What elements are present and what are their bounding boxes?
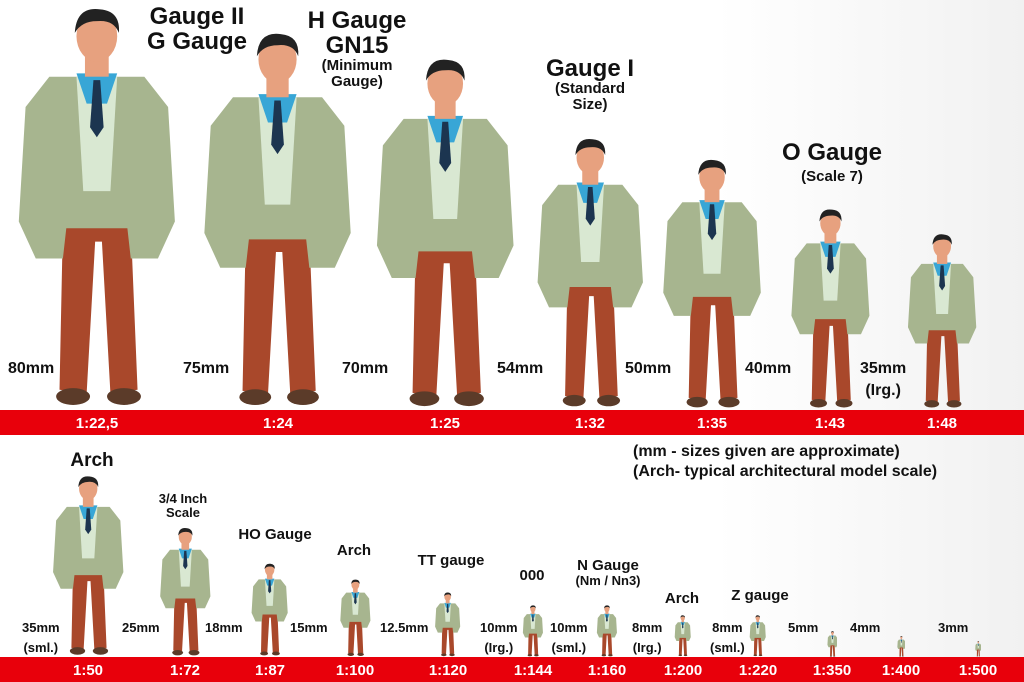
scale-label: 1:72 bbox=[169, 662, 201, 679]
bottom-figure bbox=[896, 636, 906, 662]
gauge-label-3-4-inch: 3/4 Inch Scale bbox=[158, 491, 208, 520]
size-label: 80mm bbox=[8, 360, 55, 377]
note-arch: (Arch- typical architectural model scale… bbox=[633, 463, 938, 480]
scale-label: 1:144 bbox=[513, 662, 553, 679]
bottom-figure bbox=[339, 579, 372, 662]
size-label: 25mm bbox=[122, 620, 160, 635]
size-label: 4mm bbox=[850, 620, 881, 635]
bottom-figure bbox=[522, 605, 544, 662]
top-figure bbox=[905, 233, 979, 415]
scale-label: 1:400 bbox=[881, 662, 921, 679]
scale-label: 1:220 bbox=[738, 662, 778, 679]
scale-label: 1:200 bbox=[663, 662, 703, 679]
scale-label: 1:50 bbox=[72, 662, 104, 679]
gauge-label-arch: Arch bbox=[336, 542, 372, 559]
bottom-scale-bar bbox=[0, 657, 1024, 682]
gauge-label-z: Z gauge bbox=[731, 587, 789, 604]
scale-label: 1:500 bbox=[958, 662, 998, 679]
scale-label: 1:35 bbox=[696, 415, 728, 432]
size-label: 10mm (sml.) bbox=[550, 620, 588, 655]
size-label: 75mm bbox=[183, 360, 230, 377]
scale-label: 1:160 bbox=[587, 662, 627, 679]
size-label: 35mm (Irg.) bbox=[860, 360, 907, 399]
scale-label: 1:350 bbox=[812, 662, 852, 679]
gauge-label-arch: Arch bbox=[664, 590, 700, 607]
gauge-label-o-gauge: O Gauge (Scale 7) bbox=[781, 139, 883, 186]
gauge-label-000: 000 bbox=[519, 567, 545, 584]
size-label: 50mm bbox=[625, 360, 672, 377]
scale-label: 1:87 bbox=[254, 662, 286, 679]
bottom-figure bbox=[674, 615, 692, 662]
gauge-label-gauge-ii: Gauge II G Gauge bbox=[146, 3, 248, 56]
gauge-label-tt: TT gauge bbox=[417, 552, 485, 569]
gauge-label-arch: Arch bbox=[70, 450, 114, 471]
gauge-label-ho: HO Gauge bbox=[238, 526, 312, 543]
top-figure bbox=[198, 31, 357, 415]
gauge-label-h-gauge: H Gauge GN15 (Minimum Gauge) bbox=[307, 7, 407, 91]
gauge-label-n: N Gauge (Nm / Nn3) bbox=[575, 557, 641, 588]
bottom-figure bbox=[50, 475, 126, 662]
scale-label: 1:32 bbox=[574, 415, 606, 432]
size-label: 70mm bbox=[342, 360, 389, 377]
top-figure bbox=[659, 158, 765, 416]
bottom-figure bbox=[749, 615, 767, 662]
note-sizes: (mm - sizes given are approximate) bbox=[633, 443, 900, 460]
bottom-figure bbox=[974, 641, 982, 662]
scale-label: 1:24 bbox=[262, 415, 294, 432]
size-label: 54mm bbox=[497, 360, 544, 377]
size-label: 5mm bbox=[788, 620, 819, 635]
top-figure bbox=[12, 6, 182, 415]
size-label: 10mm (Irg.) bbox=[480, 620, 518, 655]
top-figure bbox=[371, 57, 519, 416]
size-label: 40mm bbox=[745, 360, 792, 377]
size-label: 8mm (Irg.) bbox=[632, 620, 663, 655]
scale-label: 1:25 bbox=[429, 415, 461, 432]
size-label: 3mm bbox=[938, 620, 969, 635]
size-label: 35mm (sml.) bbox=[22, 620, 60, 655]
gauge-label-gauge-i: Gauge I (Standard Size) bbox=[545, 55, 635, 113]
size-label: 8mm (sml.) bbox=[710, 620, 745, 655]
top-figure bbox=[788, 208, 873, 415]
bottom-figure bbox=[158, 527, 213, 662]
bottom-figure bbox=[596, 605, 618, 662]
scale-label: 1:43 bbox=[814, 415, 846, 432]
scale-label: 1:48 bbox=[926, 415, 958, 432]
scale-label: 1:120 bbox=[428, 662, 468, 679]
size-label: 12.5mm bbox=[380, 620, 429, 635]
top-scale-bar bbox=[0, 410, 1024, 435]
top-figure bbox=[533, 137, 648, 415]
bottom-figure bbox=[434, 592, 461, 662]
bottom-figure bbox=[826, 631, 838, 662]
scale-label: 1:100 bbox=[335, 662, 375, 679]
size-label: 15mm bbox=[290, 620, 328, 635]
scale-label: 1:22,5 bbox=[75, 415, 119, 432]
size-label: 18mm bbox=[205, 620, 243, 635]
bottom-figure bbox=[250, 563, 289, 662]
